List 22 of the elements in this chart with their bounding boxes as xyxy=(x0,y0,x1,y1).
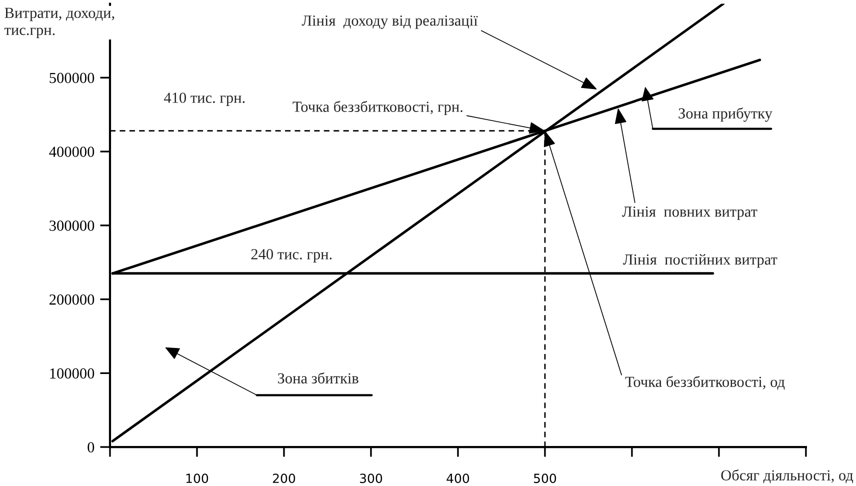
annotation: Точка беззбитковості, од xyxy=(625,376,785,390)
annotation: 240 тис. грн. xyxy=(251,249,332,262)
y-tick-label: 100000 xyxy=(50,368,94,379)
x-tick-label: 500 xyxy=(534,474,556,484)
annotation: Лінія постійних витрат xyxy=(623,254,778,268)
x-tick-label: 300 xyxy=(360,474,382,484)
annotation: Лінія повних витрат xyxy=(622,206,758,220)
x-axis-title: Обсяг діяльності, од xyxy=(721,469,854,484)
x-tick-label: 200 xyxy=(272,474,296,484)
x-tick-label: 100 xyxy=(186,474,208,484)
annotation: Точка беззбитковості, грн. xyxy=(292,100,462,116)
y-tick-label: 500000 xyxy=(50,72,94,84)
annotation: 410 тис. грн. xyxy=(164,92,245,106)
annotation: Зона збитків xyxy=(278,372,358,384)
y-tick-label: 300000 xyxy=(50,220,94,231)
annotation: Лінія доходу від реалізації xyxy=(302,15,478,29)
x-tick-label: 400 xyxy=(446,474,470,484)
y-tick-label: 400000 xyxy=(49,146,94,157)
y-axis-title: Витрати, доходи, тис.грн. xyxy=(4,8,114,38)
y-tick-label: 200000 xyxy=(50,294,94,305)
y-tick-label: 0 xyxy=(88,442,94,452)
annotation: Зона прибутку xyxy=(678,107,772,122)
